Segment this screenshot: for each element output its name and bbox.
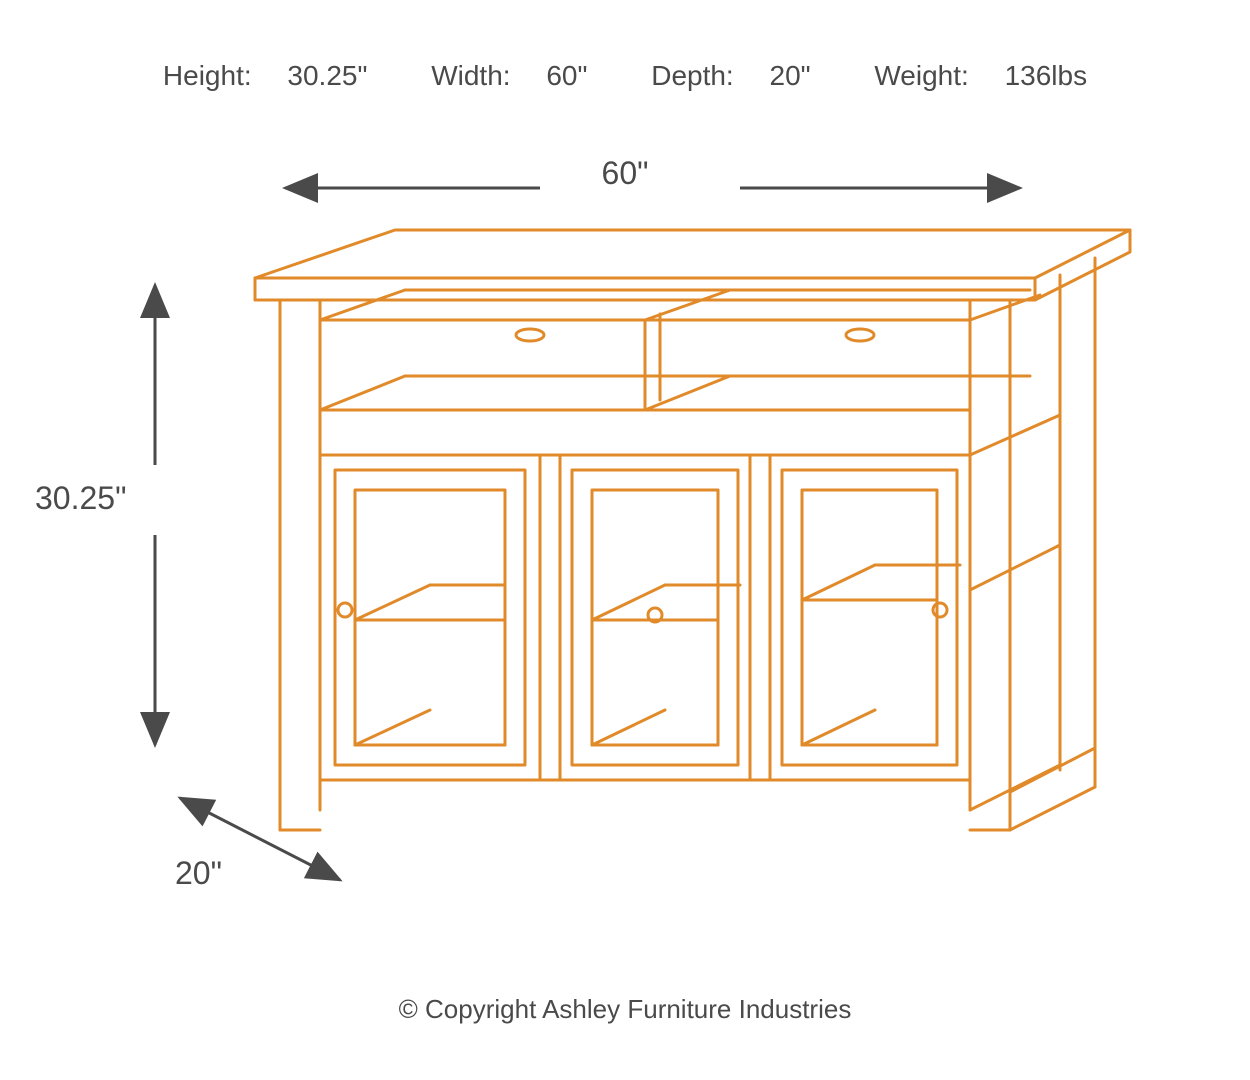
furniture-diagram bbox=[0, 0, 1250, 1080]
furniture-lines bbox=[255, 230, 1130, 830]
copyright-text: © Copyright Ashley Furniture Industries bbox=[0, 994, 1250, 1025]
dimension-arrows bbox=[155, 188, 1020, 880]
